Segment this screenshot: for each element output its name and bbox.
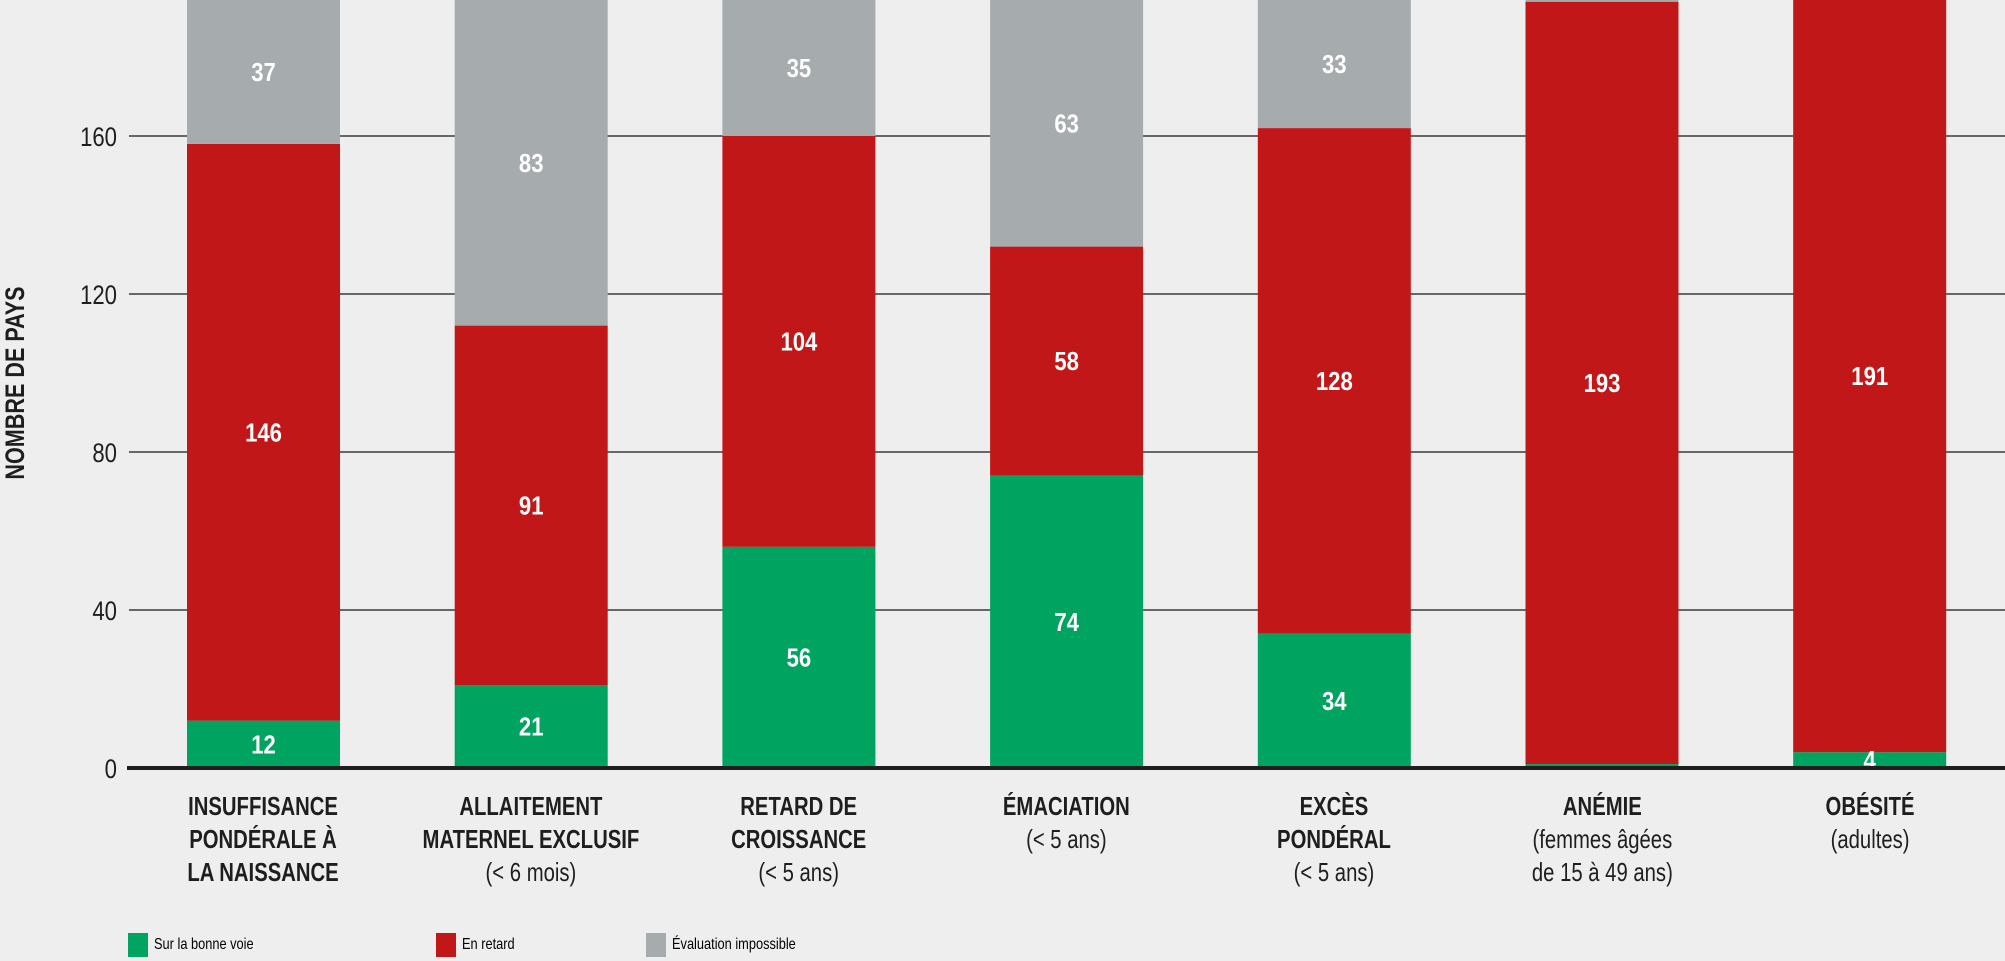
legend-item-off-track: En retard bbox=[436, 933, 528, 957]
legend-label-off-track: En retard bbox=[462, 936, 515, 953]
category-subtitle-line: (adultes) bbox=[1830, 824, 1910, 854]
category-label-text: OBÉSITÉ (adultes) bbox=[1825, 790, 1914, 856]
bar-segment-on-track-4 bbox=[1257, 633, 1411, 768]
bar-segment-off-track-0 bbox=[187, 143, 340, 721]
category-subtitle-line: (< 5 ans) bbox=[758, 857, 840, 887]
bar-segment-no-assessment-1 bbox=[454, 0, 608, 326]
bar-segment-off-track-1 bbox=[454, 325, 608, 686]
y-tick-label-40: 40 bbox=[92, 597, 117, 627]
value-label-on-track-1: 21 bbox=[519, 713, 544, 742]
category-title-line: RETARD DE bbox=[740, 791, 858, 821]
category-title-line: CROISSANCE bbox=[731, 824, 867, 854]
value-label-no-assessment-0: 37 bbox=[251, 58, 276, 87]
bars bbox=[187, 0, 1947, 768]
category-title-line: ÉMACIATION bbox=[1003, 791, 1131, 821]
bar-segment-no-assessment-2 bbox=[722, 0, 876, 136]
bar-segment-on-track-2 bbox=[722, 546, 876, 768]
y-tick-label-120: 120 bbox=[80, 281, 117, 311]
bar-segment-off-track-2 bbox=[722, 136, 876, 547]
legend-item-on-track: Sur la bonne voie bbox=[128, 933, 279, 957]
category-label-4: EXCÈS PONDÉRAL (< 5 ans) bbox=[1184, 790, 1484, 889]
bar-segment-off-track-3 bbox=[990, 246, 1144, 476]
bar-segment-on-track-3 bbox=[990, 475, 1144, 768]
category-title-line: ANÉMIE bbox=[1562, 791, 1642, 821]
y-axis-title: NOMBRE DE PAYS bbox=[1, 286, 31, 479]
value-label-off-track-0: 146 bbox=[245, 419, 282, 448]
value-label-off-track-5: 193 bbox=[1584, 369, 1621, 398]
value-label-no-assessment-1: 83 bbox=[519, 149, 544, 178]
y-tick-label-80: 80 bbox=[92, 439, 117, 469]
bar-segment-no-assessment-4 bbox=[1257, 0, 1411, 129]
category-subtitle-line: de 15 à 49 ans) bbox=[1531, 857, 1673, 887]
value-label-on-track-0: 12 bbox=[251, 731, 276, 760]
category-title-line: EXCÈS bbox=[1299, 791, 1369, 821]
bar-segment-off-track-6 bbox=[1793, 0, 1947, 753]
legend-item-no-assessment: Évaluation impossible bbox=[646, 933, 827, 957]
legend-swatch-on-track bbox=[128, 933, 148, 957]
bar-segment-off-track-4 bbox=[1257, 128, 1411, 634]
value-label-off-track-6: 191 bbox=[1851, 362, 1888, 391]
bar-segment-no-assessment-3 bbox=[990, 0, 1144, 247]
value-label-on-track-2: 56 bbox=[787, 644, 812, 673]
category-label-6: OBÉSITÉ (adultes) bbox=[1720, 790, 2005, 856]
category-title-line: PONDÉRALE À bbox=[189, 824, 338, 854]
category-subtitle-line: (< 6 mois) bbox=[485, 857, 577, 887]
value-label-no-assessment-4: 33 bbox=[1322, 50, 1347, 79]
value-label-off-track-1: 91 bbox=[519, 492, 544, 521]
category-subtitle-line: (< 5 ans) bbox=[1293, 857, 1375, 887]
category-label-text: ÉMACIATION (< 5 ans) bbox=[1003, 790, 1130, 856]
bar-segment-off-track-5 bbox=[1525, 1, 1679, 765]
bar-segment-on-track-0 bbox=[187, 720, 340, 768]
y-axis-ticks: 0 40 80 120 160 bbox=[80, 123, 117, 785]
category-subtitle-line: (< 5 ans) bbox=[1026, 824, 1107, 854]
value-label-off-track-2: 104 bbox=[780, 328, 817, 357]
category-title-line: LA NAISSANCE bbox=[187, 857, 340, 887]
value-label-no-assessment-3: 63 bbox=[1054, 110, 1079, 139]
bar-segment-on-track-6 bbox=[1793, 752, 1947, 768]
category-title-line: OBÉSITÉ bbox=[1825, 791, 1915, 821]
category-title-line: INSUFFISANCE bbox=[188, 791, 339, 821]
value-label-on-track-6: 4 bbox=[1864, 746, 1877, 775]
category-label-text: EXCÈS PONDÉRAL (< 5 ans) bbox=[1277, 790, 1391, 889]
legend-label-no-assessment: Évaluation impossible bbox=[672, 936, 796, 953]
category-label-5: ANÉMIE (femmes âgées de 15 à 49 ans) bbox=[1452, 790, 1752, 889]
category-label-text: ANÉMIE (femmes âgées de 15 à 49 ans) bbox=[1532, 790, 1673, 889]
category-label-2: RETARD DE CROISSANCE (< 5 ans) bbox=[649, 790, 949, 889]
category-title-line: ALLAITEMENT bbox=[459, 791, 603, 821]
legend-swatch-no-assessment bbox=[646, 933, 666, 957]
y-tick-label-160: 160 bbox=[80, 123, 117, 153]
bar-segment-no-assessment-5 bbox=[1525, 0, 1679, 2]
value-label-on-track-3: 74 bbox=[1054, 608, 1079, 637]
legend-swatch-off-track bbox=[436, 933, 456, 957]
category-subtitle-line: (femmes âgées bbox=[1532, 824, 1672, 854]
value-label-off-track-4: 128 bbox=[1316, 367, 1353, 396]
category-label-text: ALLAITEMENT MATERNEL EXCLUSIF (< 6 mois) bbox=[423, 790, 640, 889]
category-label-1: ALLAITEMENT MATERNEL EXCLUSIF (< 6 mois) bbox=[381, 790, 681, 889]
category-label-3: ÉMACIATION (< 5 ans) bbox=[917, 790, 1217, 856]
category-label-text: RETARD DE CROISSANCE (< 5 ans) bbox=[731, 790, 866, 889]
value-label-on-track-4: 34 bbox=[1322, 687, 1347, 716]
legend-label-on-track: Sur la bonne voie bbox=[154, 936, 254, 953]
category-title-line: MATERNEL EXCLUSIF bbox=[422, 824, 640, 854]
value-label-no-assessment-2: 35 bbox=[787, 54, 812, 83]
category-label-text: INSUFFISANCE PONDÉRALE À LA NAISSANCE bbox=[188, 790, 339, 889]
y-tick-label-0: 0 bbox=[105, 755, 117, 785]
category-label-0: INSUFFISANCE PONDÉRALE À LA NAISSANCE bbox=[114, 790, 414, 889]
bar-segment-on-track-1 bbox=[454, 685, 608, 768]
value-label-off-track-3: 58 bbox=[1054, 348, 1079, 377]
category-title-line: PONDÉRAL bbox=[1277, 824, 1392, 854]
bar-segment-no-assessment-0 bbox=[187, 0, 340, 144]
